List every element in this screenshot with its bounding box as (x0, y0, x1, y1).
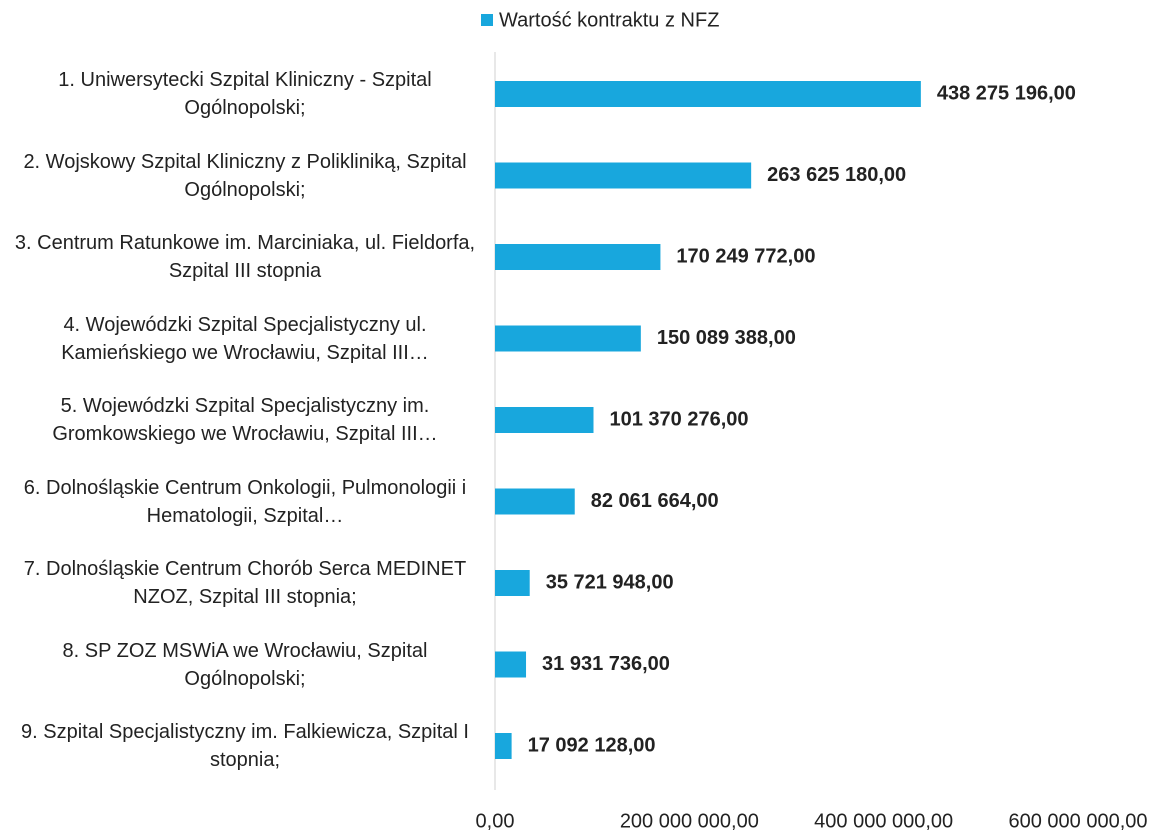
data-label: 82 061 664,00 (591, 490, 719, 512)
bar (495, 488, 575, 515)
y-tick-label: 7. Dolnośląskie Centrum Chorób Serca MED… (23, 558, 467, 608)
bar (495, 162, 752, 189)
data-label: 31 931 736,00 (542, 653, 670, 675)
x-tick-label: 600 000 000,00 (1008, 810, 1147, 832)
y-tick-label: 8. SP ZOZ MSWiA we Wrocławiu, Szpital Og… (62, 639, 428, 690)
data-label: 438 275 196,00 (937, 82, 1076, 104)
data-label: 17 092 128,00 (528, 734, 656, 756)
data-label: 150 089 388,00 (657, 327, 796, 349)
y-tick-label: 2. Wojskowy Szpital Kliniczny z Poliklin… (23, 150, 467, 201)
x-tick-label: 0,00 (476, 810, 515, 832)
y-tick-label: 6. Dolnośląskie Centrum Onkologii, Pulmo… (23, 476, 467, 527)
data-label: 101 370 276,00 (609, 408, 748, 430)
data-label: 263 625 180,00 (767, 164, 906, 186)
y-tick-label: 5. Wojewódzki Szpital Specjalistyczny im… (52, 395, 438, 445)
x-tick-label: 200 000 000,00 (620, 810, 759, 832)
y-tick-label: 3. Centrum Ratunkowe im. Marciniaka, ul.… (14, 232, 476, 282)
y-tick-label: 9. Szpital Specjalistyczny im. Falkiewic… (21, 721, 469, 771)
legend-label: Wartość kontraktu z NFZ (499, 9, 719, 31)
bar (495, 244, 661, 270)
bar (495, 325, 641, 352)
bar (495, 81, 921, 107)
y-tick-label: 1. Uniwersytecki Szpital Kliniczny - Szp… (58, 69, 432, 119)
bar (495, 733, 512, 759)
bar (495, 407, 594, 433)
data-label: 170 249 772,00 (676, 245, 815, 267)
bar (495, 570, 530, 596)
y-tick-label: 4. Wojewódzki Szpital Specjalistyczny ul… (61, 313, 429, 364)
bar (495, 651, 527, 678)
legend-swatch (481, 14, 493, 26)
x-tick-label: 400 000 000,00 (814, 810, 953, 832)
data-label: 35 721 948,00 (546, 571, 674, 593)
